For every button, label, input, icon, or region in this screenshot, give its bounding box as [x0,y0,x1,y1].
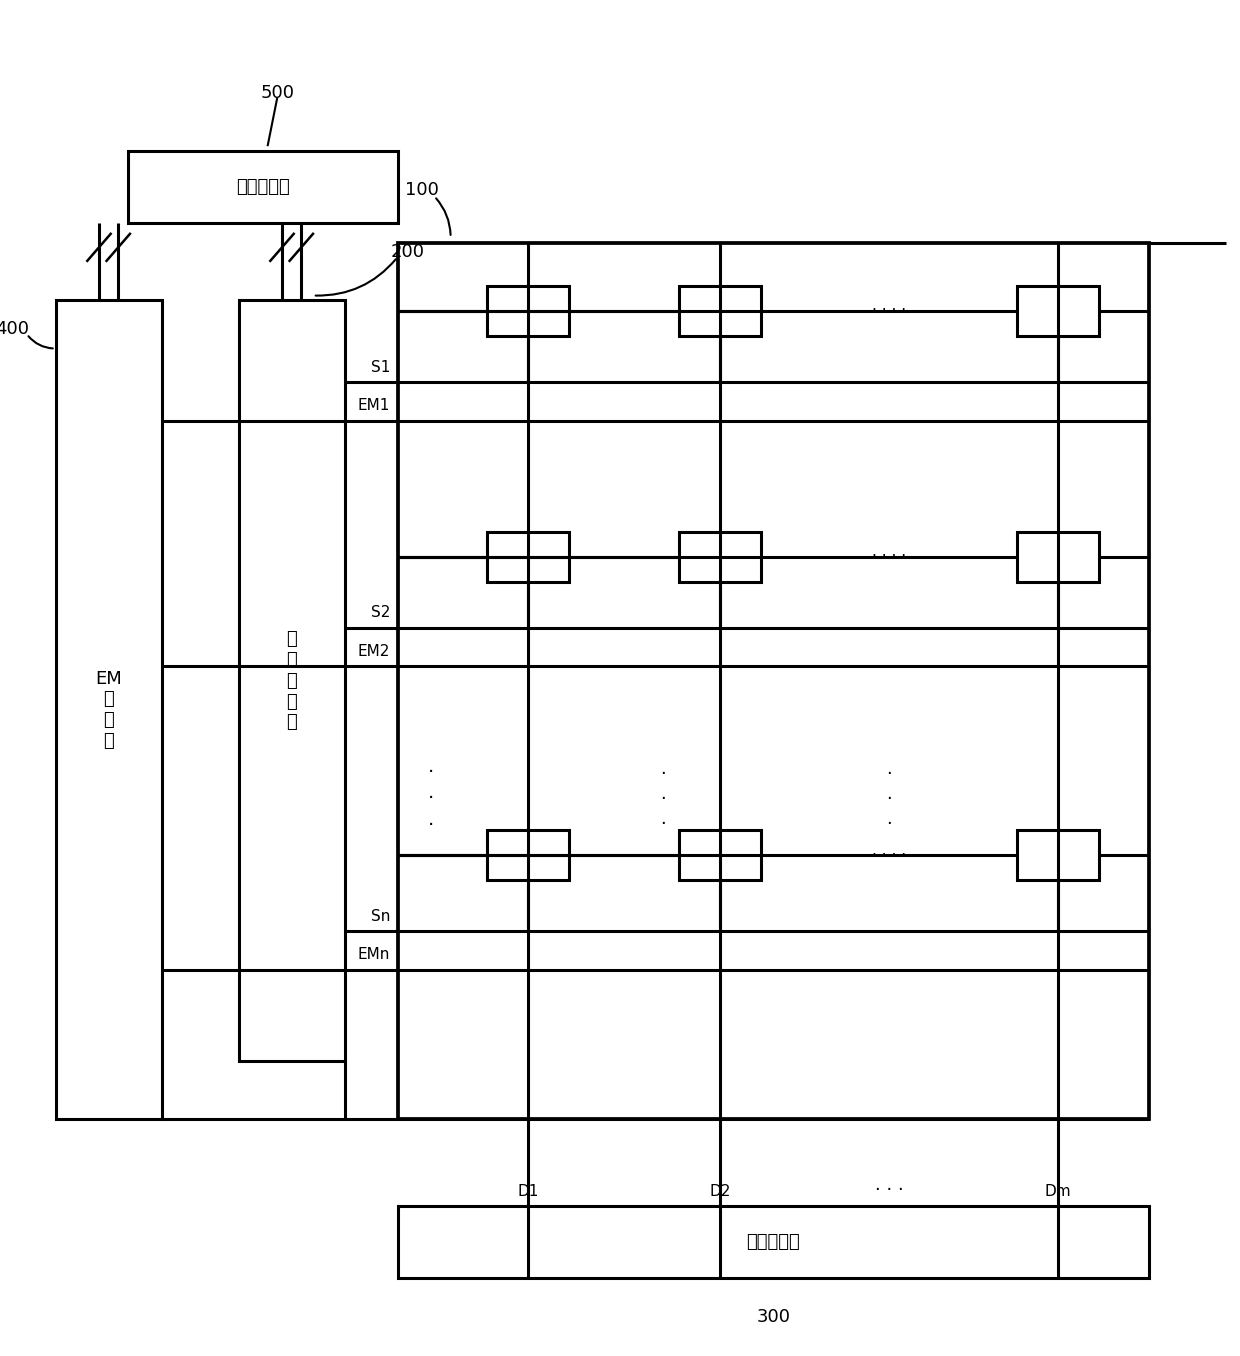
Bar [56,300,161,1119]
Text: S1: S1 [371,359,389,374]
Text: S2: S2 [371,605,389,620]
Text: 时序控制器: 时序控制器 [236,178,290,197]
Bar [680,532,761,582]
Text: · · · ·: · · · · [872,304,906,319]
Text: 数据驱动器: 数据驱动器 [746,1233,800,1252]
Text: · · · ·: · · · · [872,848,906,862]
Text: EM2: EM2 [357,644,389,659]
Bar [128,151,398,224]
Text: Dm: Dm [1044,1184,1071,1199]
Bar [680,286,761,336]
Text: ·
·
·: · · · [428,763,434,835]
Bar [398,1205,1149,1279]
Text: 扫
描
驱
动
器: 扫 描 驱 动 器 [286,631,298,731]
Text: ·
·
·: · · · [717,763,723,835]
Text: · · · ·: · · · · [872,549,906,564]
Text: 400: 400 [0,320,30,338]
Text: EMn: EMn [357,948,389,963]
Text: 200: 200 [391,243,424,262]
Text: 500: 500 [260,84,294,102]
Bar [487,286,569,336]
Text: ·
·
·: · · · [525,763,531,835]
Text: D2: D2 [709,1184,732,1199]
Text: 300: 300 [756,1307,790,1326]
Text: Sn: Sn [371,909,389,923]
Bar [1017,830,1099,880]
Bar [398,243,1149,1119]
Text: ·
·
·: · · · [1054,763,1060,835]
Text: ·
·
·: · · · [887,765,892,833]
Bar [487,830,569,880]
Text: EM1: EM1 [357,399,389,414]
Bar [1017,286,1099,336]
Text: · · ·: · · · [874,1181,904,1199]
Bar [487,532,569,582]
Bar [238,300,345,1062]
Bar [680,830,761,880]
Text: 100: 100 [404,180,439,198]
Bar [1017,532,1099,582]
Text: ·
·
·: · · · [660,765,666,833]
Text: EM
控
制
器: EM 控 制 器 [95,670,122,750]
Text: D1: D1 [517,1184,538,1199]
